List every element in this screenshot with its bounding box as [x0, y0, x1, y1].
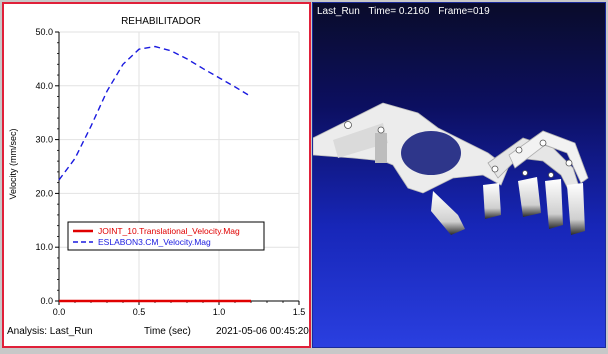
y-tick-label: 40.0 — [35, 81, 53, 91]
animation-header: Last_Run Time= 0.2160 Frame=019 — [317, 6, 496, 17]
x-tick-label: 1.5 — [293, 307, 306, 317]
chart-legend: JOINT_10.Translational_Velocity.MagESLAB… — [67, 221, 265, 251]
y-tick-label: 30.0 — [35, 135, 53, 145]
x-axis-caption: Time (sec) — [144, 326, 191, 337]
series-line-2 — [58, 45, 252, 181]
x-tick-label: 0.0 — [53, 307, 66, 317]
y-tick-label: 0.0 — [40, 296, 53, 306]
joint-pins — [344, 121, 573, 178]
velocity-chart: REHABILITADOR Velocity (mm/sec) 0.0 10.0 2… — [8, 16, 305, 317]
frame-readout: Frame=019 — [438, 6, 490, 17]
chart-tick-labels: 0.0 10.0 20.0 30.0 40.0 50.0 0.0 0.5 1.0 1.5 — [35, 27, 305, 317]
plot-panel: REHABILITADOR Velocity (mm/sec) 0.0 10.0 2… — [2, 2, 311, 348]
y-tick-label: 50.0 — [35, 27, 53, 37]
chart-title: REHABILITADOR — [121, 16, 201, 27]
analysis-label: Analysis: Last_Run — [7, 326, 93, 337]
x-tick-label: 0.5 — [133, 307, 146, 317]
timestamp-label: 2021-05-06 00:45:20 — [216, 326, 309, 337]
mechanism-frame — [313, 102, 509, 194]
finger-pads — [483, 177, 585, 235]
legend-box — [67, 221, 265, 251]
legend-entry-label: JOINT_10.Translational_Velocity.Mag — [98, 226, 240, 236]
x-tick-label: 1.0 — [213, 307, 226, 317]
y-axis-label: Velocity (mm/sec) — [8, 128, 18, 199]
chart-axes — [55, 31, 300, 305]
animation-viewport[interactable]: Last_Run Time= 0.2160 Frame=019 — [312, 2, 606, 348]
run-name: Last_Run — [317, 6, 360, 17]
y-tick-label: 10.0 — [35, 242, 53, 252]
y-tick-label: 20.0 — [35, 188, 53, 198]
legend-entry-label: ESLABON3.CM_Velocity.Mag — [98, 237, 211, 247]
chart-series — [58, 45, 252, 303]
mechanism-render — [313, 102, 589, 235]
chart-grid — [58, 31, 300, 302]
time-readout: Time= 0.2160 — [368, 6, 430, 17]
